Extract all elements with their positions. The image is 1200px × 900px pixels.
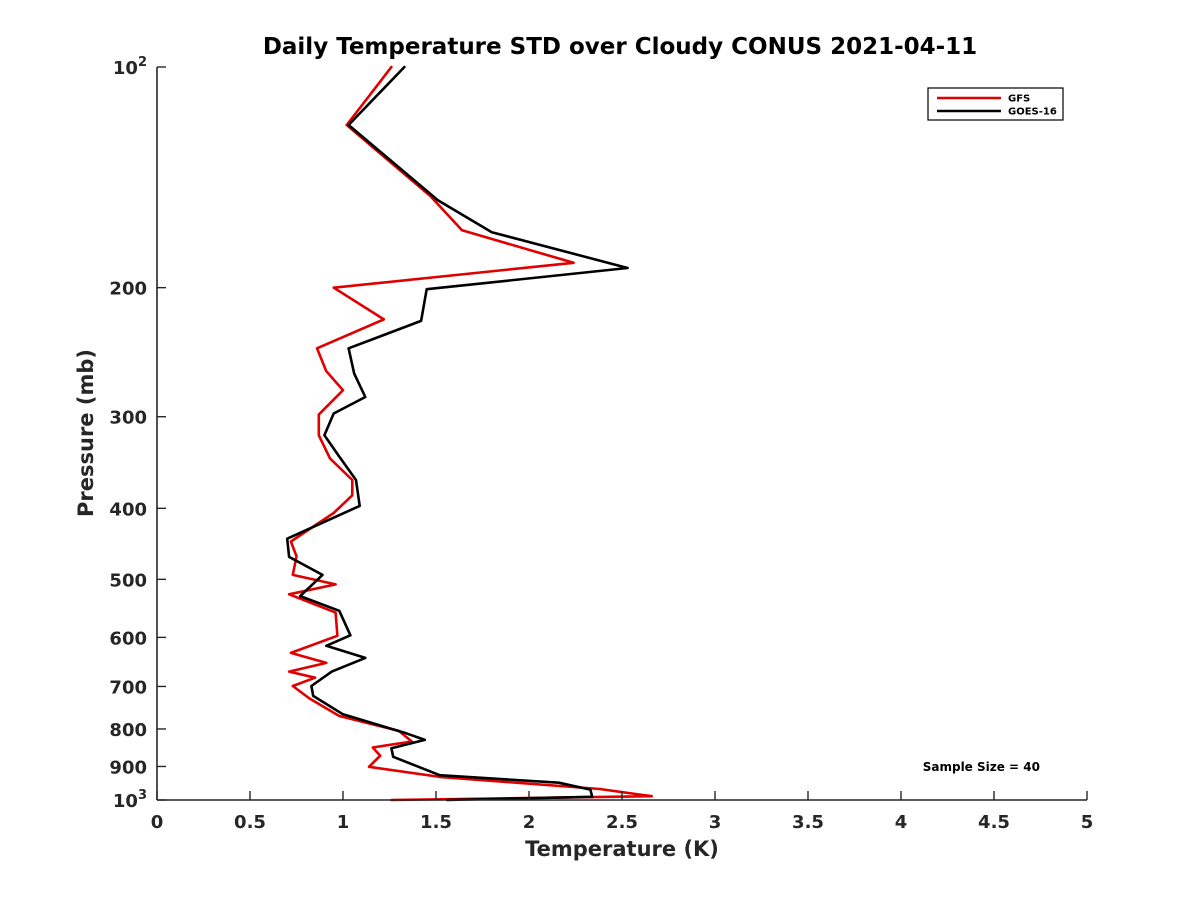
plot-series-group: [285, 65, 654, 802]
x-axis-label: Temperature (K): [525, 837, 719, 861]
y-tick-label: 200: [109, 279, 147, 300]
sample-size-annotation: Sample Size = 40: [923, 760, 1040, 774]
y-tick-label: 800: [109, 720, 147, 741]
x-tick-label: 3.5: [792, 812, 824, 833]
series-line-gfs: [287, 65, 654, 802]
legend-label: GFS: [1008, 94, 1030, 105]
legend-label: GOES-16: [1008, 107, 1057, 118]
chart-title: Daily Temperature STD over Cloudy CONUS …: [263, 34, 977, 60]
y-tick-label: 400: [109, 499, 147, 520]
x-tick-label: 5: [1081, 812, 1094, 833]
x-tick-label: 3: [709, 812, 722, 833]
x-tick-label: 2.5: [606, 812, 638, 833]
y-axis-ticks: 102 200 300 400 500 600 700 800 900 103: [109, 55, 166, 812]
x-tick-label: 2: [523, 812, 536, 833]
x-tick-label: 0.5: [234, 812, 266, 833]
legend-box: [927, 87, 1064, 121]
y-tick-label: 103: [113, 788, 147, 812]
y-tick-label: 900: [109, 757, 147, 778]
y-tick-label: 600: [109, 628, 147, 649]
legend: GFS GOES-16: [927, 87, 1064, 121]
y-tick-label: 700: [109, 677, 147, 698]
y-tick-label: 500: [109, 570, 147, 591]
series-line-goes-16: [285, 65, 629, 802]
y-tick-label: 102: [113, 55, 147, 79]
y-axis-label: Pressure (mb): [74, 349, 98, 517]
x-tick-label: 0: [151, 812, 164, 833]
x-tick-label: 1: [337, 812, 350, 833]
x-tick-label: 1.5: [420, 812, 452, 833]
x-tick-label: 4: [895, 812, 908, 833]
x-axis-ticks: 0 0.5 1 1.5 2 2.5 3 3.5 4 4.5 5: [151, 791, 1094, 833]
y-tick-label: 300: [109, 408, 147, 429]
x-tick-label: 4.5: [978, 812, 1010, 833]
